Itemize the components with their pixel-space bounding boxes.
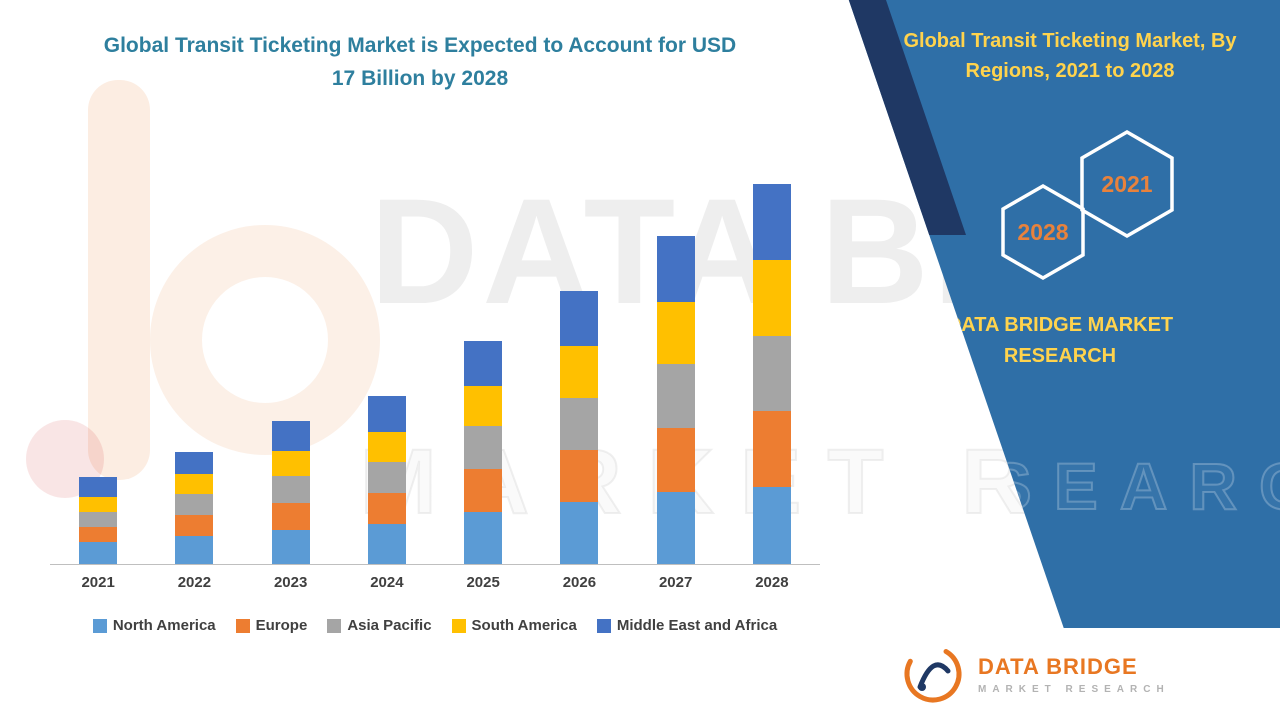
bar-segment-middle-east-and-africa — [464, 341, 503, 386]
footer-logo-subtitle: MARKET RESEARCH — [978, 683, 1170, 695]
watermark-logo-bar — [88, 80, 150, 480]
bar-stack — [560, 291, 599, 564]
bar-segment-south-america — [271, 451, 310, 476]
bar-segment-north-america — [367, 524, 406, 564]
bar-segment-south-america — [79, 497, 118, 512]
footer-logo-name: DATA BRIDGE — [978, 653, 1138, 679]
legend-label: South America — [471, 617, 577, 634]
bar-segment-north-america — [464, 512, 503, 564]
legend: North America Europe Asia Pacific South Ame… — [50, 617, 820, 634]
bar-segment-north-america — [175, 536, 214, 564]
bar-segment-asia-pacific — [464, 426, 503, 469]
bar-column-2022 — [146, 165, 242, 564]
legend-swatch — [327, 618, 342, 633]
legend-swatch — [596, 618, 611, 633]
bar-segment-asia-pacific — [752, 336, 791, 411]
bar-segment-middle-east-and-africa — [367, 396, 406, 432]
bar-segment-north-america — [560, 502, 599, 564]
x-axis-label: 2024 — [370, 574, 404, 591]
footer-logo-block: DATA BRIDGE MARKET RESEARCH — [882, 628, 1280, 720]
legend-item: South America — [451, 617, 577, 634]
legend-swatch — [92, 618, 107, 633]
bar-segment-asia-pacific — [175, 494, 214, 515]
bar-segment-asia-pacific — [367, 462, 406, 493]
hexagon-year-2021: 2021 — [1101, 171, 1152, 197]
bar-segment-north-america — [752, 487, 791, 564]
hexagon-year-2028: 2028 — [1017, 219, 1068, 245]
legend-item: Europe — [235, 617, 308, 634]
legend-swatch — [235, 618, 250, 633]
bar-column-2027 — [628, 165, 724, 564]
legend-label: North America — [112, 617, 216, 634]
bar-stack — [752, 184, 791, 564]
bar-segment-europe — [271, 503, 310, 530]
bar-segment-middle-east-and-africa — [271, 421, 310, 451]
panel-brand-name: DATA BRIDGE MARKET RESEARCH — [946, 314, 1174, 367]
bar-segment-asia-pacific — [560, 398, 599, 450]
bar-segment-south-america — [464, 386, 503, 426]
bar-segment-middle-east-and-africa — [175, 452, 214, 474]
bar-segment-europe — [175, 515, 214, 536]
legend-label: Europe — [255, 617, 308, 634]
x-axis-label: 2021 — [81, 574, 115, 591]
right-info-panel: Global Transit Ticketing Market, By Regi… — [848, 0, 1280, 720]
x-axis-label: 2025 — [466, 574, 500, 591]
bar-segment-south-america — [752, 260, 791, 336]
bar-segment-asia-pacific — [656, 364, 695, 428]
bar-stack — [656, 236, 695, 564]
bar-segment-north-america — [656, 492, 695, 564]
x-axis-label: 2023 — [273, 574, 308, 591]
bar-segment-south-america — [656, 302, 695, 364]
legend-label: Asia Pacific — [347, 617, 432, 634]
bar-segment-south-america — [560, 346, 599, 398]
bar-segment-asia-pacific — [271, 476, 310, 503]
bar-stack — [367, 396, 406, 564]
x-axis-label: 2028 — [755, 574, 789, 591]
bar-stack — [464, 341, 503, 564]
bar-stack — [271, 421, 310, 564]
bar-column-2021 — [50, 165, 146, 564]
legend-item: Middle East and Africa — [596, 617, 778, 634]
bar-segment-europe — [656, 428, 695, 492]
bar-segment-south-america — [175, 474, 214, 494]
bar-segment-europe — [560, 450, 599, 502]
legend-swatch — [451, 618, 466, 633]
panel-heading: Global Transit Ticketing Market, By Regi… — [903, 30, 1237, 82]
chart-title: Global Transit Ticketing Market is Expec… — [103, 34, 737, 90]
bar-column-2025 — [435, 165, 531, 564]
bar-segment-north-america — [271, 530, 310, 564]
bar-segment-middle-east-and-africa — [560, 291, 599, 346]
x-axis-label: 2027 — [658, 574, 693, 591]
bar-segment-europe — [464, 469, 503, 512]
legend-label: Middle East and Africa — [616, 617, 778, 634]
legend-item: North America — [92, 617, 216, 634]
plot-columns — [50, 165, 820, 565]
bar-segment-europe — [367, 493, 406, 524]
bar-segment-europe — [79, 527, 118, 542]
bar-segment-south-america — [367, 432, 406, 462]
bar-segment-europe — [752, 411, 791, 487]
bar-column-2024 — [339, 165, 435, 564]
legend-item: Asia Pacific — [327, 617, 432, 634]
x-axis-label: 2026 — [562, 574, 597, 591]
year-hexagons: 2021 2028 — [1001, 129, 1174, 281]
bar-segment-middle-east-and-africa — [656, 236, 695, 302]
bar-segment-north-america — [79, 542, 118, 564]
data-bridge-logo-icon — [904, 645, 962, 703]
x-axis-label: 2022 — [177, 574, 212, 591]
hexagon-2028-outline — [1001, 183, 1085, 281]
bar-stack — [175, 452, 214, 564]
x-axis-labels: 2021 2022 2023 2024 2025 2026 2027 2028 — [50, 574, 820, 591]
navy-accent-stripe — [848, 0, 966, 235]
stacked-bar-chart: 2021 2022 2023 2024 2025 2026 2027 2028 North A… — [50, 165, 820, 634]
bar-segment-middle-east-and-africa — [752, 184, 791, 260]
bar-column-2026 — [531, 165, 627, 564]
bar-column-2028 — [724, 165, 820, 564]
bar-segment-middle-east-and-africa — [79, 477, 118, 497]
bar-stack — [79, 477, 118, 564]
hexagon-2021-outline — [1080, 129, 1174, 239]
bar-segment-asia-pacific — [79, 512, 118, 527]
bar-column-2023 — [243, 165, 339, 564]
